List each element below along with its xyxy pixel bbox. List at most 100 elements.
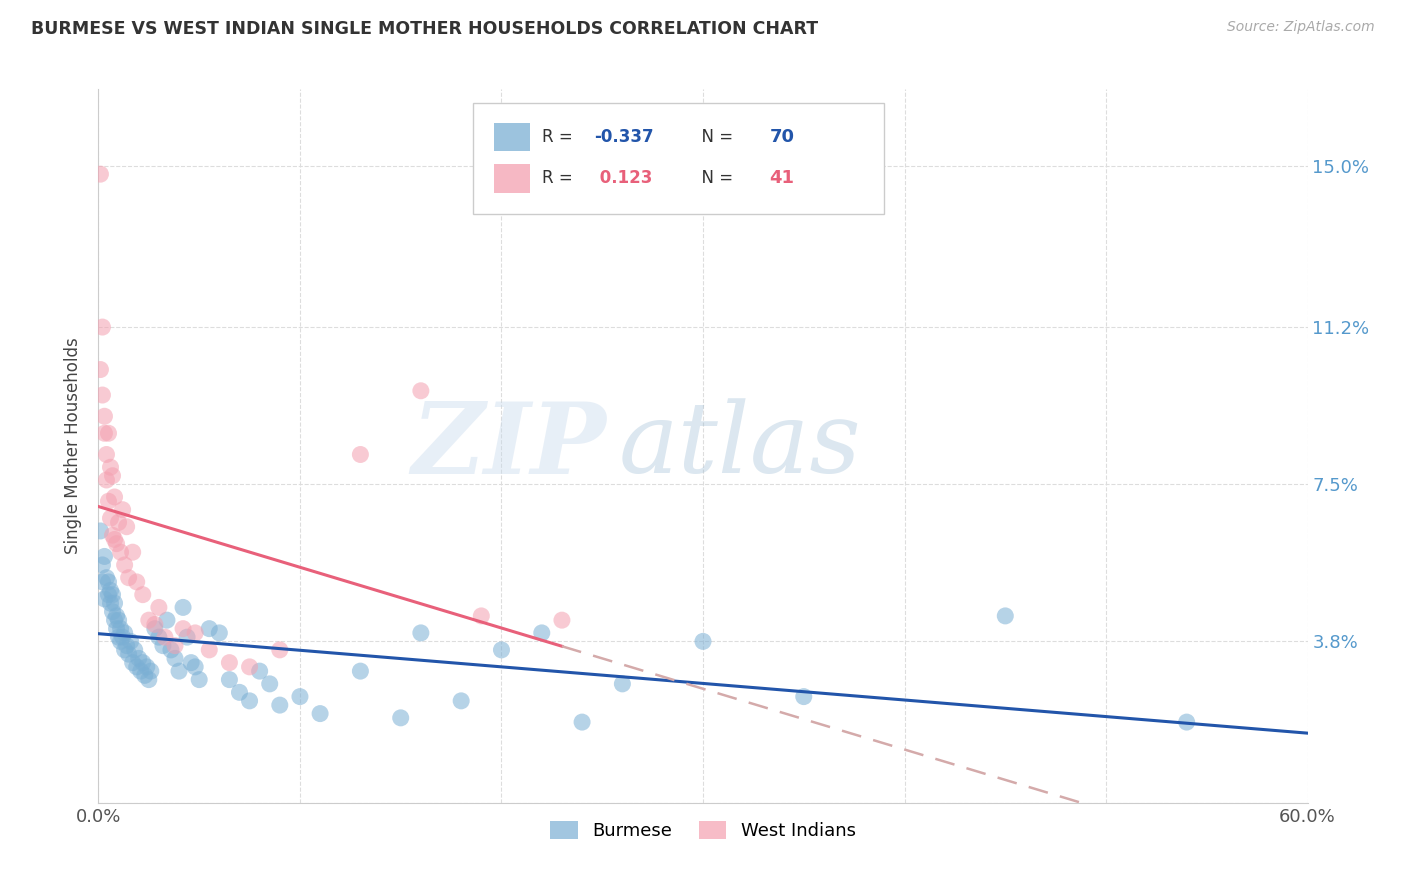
Point xyxy=(134,668,156,682)
Point xyxy=(96,473,118,487)
Point xyxy=(143,622,166,636)
Point xyxy=(125,574,148,589)
Point xyxy=(97,494,120,508)
Point xyxy=(93,426,115,441)
Point xyxy=(110,634,132,648)
Point xyxy=(1175,715,1198,730)
Point xyxy=(128,651,150,665)
Point xyxy=(91,388,114,402)
Point xyxy=(105,537,128,551)
Point xyxy=(93,591,115,606)
FancyBboxPatch shape xyxy=(474,103,884,214)
Point xyxy=(239,660,262,674)
Point xyxy=(152,639,174,653)
Point xyxy=(107,630,129,644)
Legend: Burmese, West Indians: Burmese, West Indians xyxy=(543,814,863,847)
Point xyxy=(129,664,152,678)
Point xyxy=(208,626,231,640)
Point xyxy=(89,167,111,181)
Text: BURMESE VS WEST INDIAN SINGLE MOTHER HOUSEHOLDS CORRELATION CHART: BURMESE VS WEST INDIAN SINGLE MOTHER HOU… xyxy=(31,20,818,37)
Point xyxy=(259,677,281,691)
Point xyxy=(172,600,194,615)
Point xyxy=(180,656,202,670)
Point xyxy=(349,664,371,678)
Point xyxy=(121,545,143,559)
Point xyxy=(125,660,148,674)
Point xyxy=(107,516,129,530)
Point xyxy=(132,656,155,670)
Point xyxy=(132,588,155,602)
Point xyxy=(103,490,125,504)
Point xyxy=(118,571,141,585)
Point xyxy=(163,651,186,665)
Point xyxy=(793,690,815,704)
Point xyxy=(530,626,553,640)
Point xyxy=(148,630,170,644)
Point xyxy=(160,643,183,657)
Point xyxy=(551,613,574,627)
Point xyxy=(111,502,134,516)
Text: -0.337: -0.337 xyxy=(595,128,654,146)
Point xyxy=(184,660,207,674)
Point xyxy=(93,549,115,564)
Point xyxy=(118,647,141,661)
Point xyxy=(93,409,115,424)
Point xyxy=(571,715,593,730)
Point xyxy=(111,630,134,644)
Text: atlas: atlas xyxy=(619,399,860,493)
Point xyxy=(143,617,166,632)
Point xyxy=(249,664,271,678)
FancyBboxPatch shape xyxy=(494,164,530,193)
Point xyxy=(121,656,143,670)
Point xyxy=(101,528,124,542)
Point xyxy=(167,664,190,678)
Point xyxy=(153,630,176,644)
Point xyxy=(172,622,194,636)
Point xyxy=(97,426,120,441)
Y-axis label: Single Mother Households: Single Mother Households xyxy=(65,338,83,554)
Point xyxy=(103,533,125,547)
Point xyxy=(470,608,492,623)
Point xyxy=(115,519,138,533)
Point xyxy=(138,673,160,687)
Point xyxy=(114,626,136,640)
Point xyxy=(91,320,114,334)
Point xyxy=(409,626,432,640)
Point xyxy=(115,639,138,653)
Point xyxy=(101,468,124,483)
Point xyxy=(692,634,714,648)
Point xyxy=(218,656,240,670)
Text: 0.123: 0.123 xyxy=(595,169,652,187)
Point xyxy=(110,545,132,559)
Point xyxy=(103,596,125,610)
Point xyxy=(96,448,118,462)
Point xyxy=(100,596,122,610)
Point xyxy=(389,711,412,725)
Point xyxy=(114,558,136,572)
Point xyxy=(612,677,634,691)
Point xyxy=(198,643,221,657)
Point xyxy=(218,673,240,687)
Point xyxy=(89,362,111,376)
Point xyxy=(105,622,128,636)
Point xyxy=(105,608,128,623)
Text: Source: ZipAtlas.com: Source: ZipAtlas.com xyxy=(1227,20,1375,34)
Text: R =: R = xyxy=(543,169,578,187)
Point xyxy=(100,583,122,598)
Point xyxy=(269,698,291,712)
Text: 41: 41 xyxy=(769,169,794,187)
Point xyxy=(309,706,332,721)
Point xyxy=(228,685,250,699)
Point xyxy=(176,630,198,644)
Text: N =: N = xyxy=(690,128,738,146)
Point xyxy=(110,622,132,636)
Point xyxy=(156,613,179,627)
Text: R =: R = xyxy=(543,128,578,146)
Point xyxy=(349,448,371,462)
Point xyxy=(120,634,142,648)
Point xyxy=(97,588,120,602)
Point xyxy=(97,574,120,589)
Point xyxy=(114,643,136,657)
Text: ZIP: ZIP xyxy=(412,398,606,494)
Point xyxy=(163,639,186,653)
